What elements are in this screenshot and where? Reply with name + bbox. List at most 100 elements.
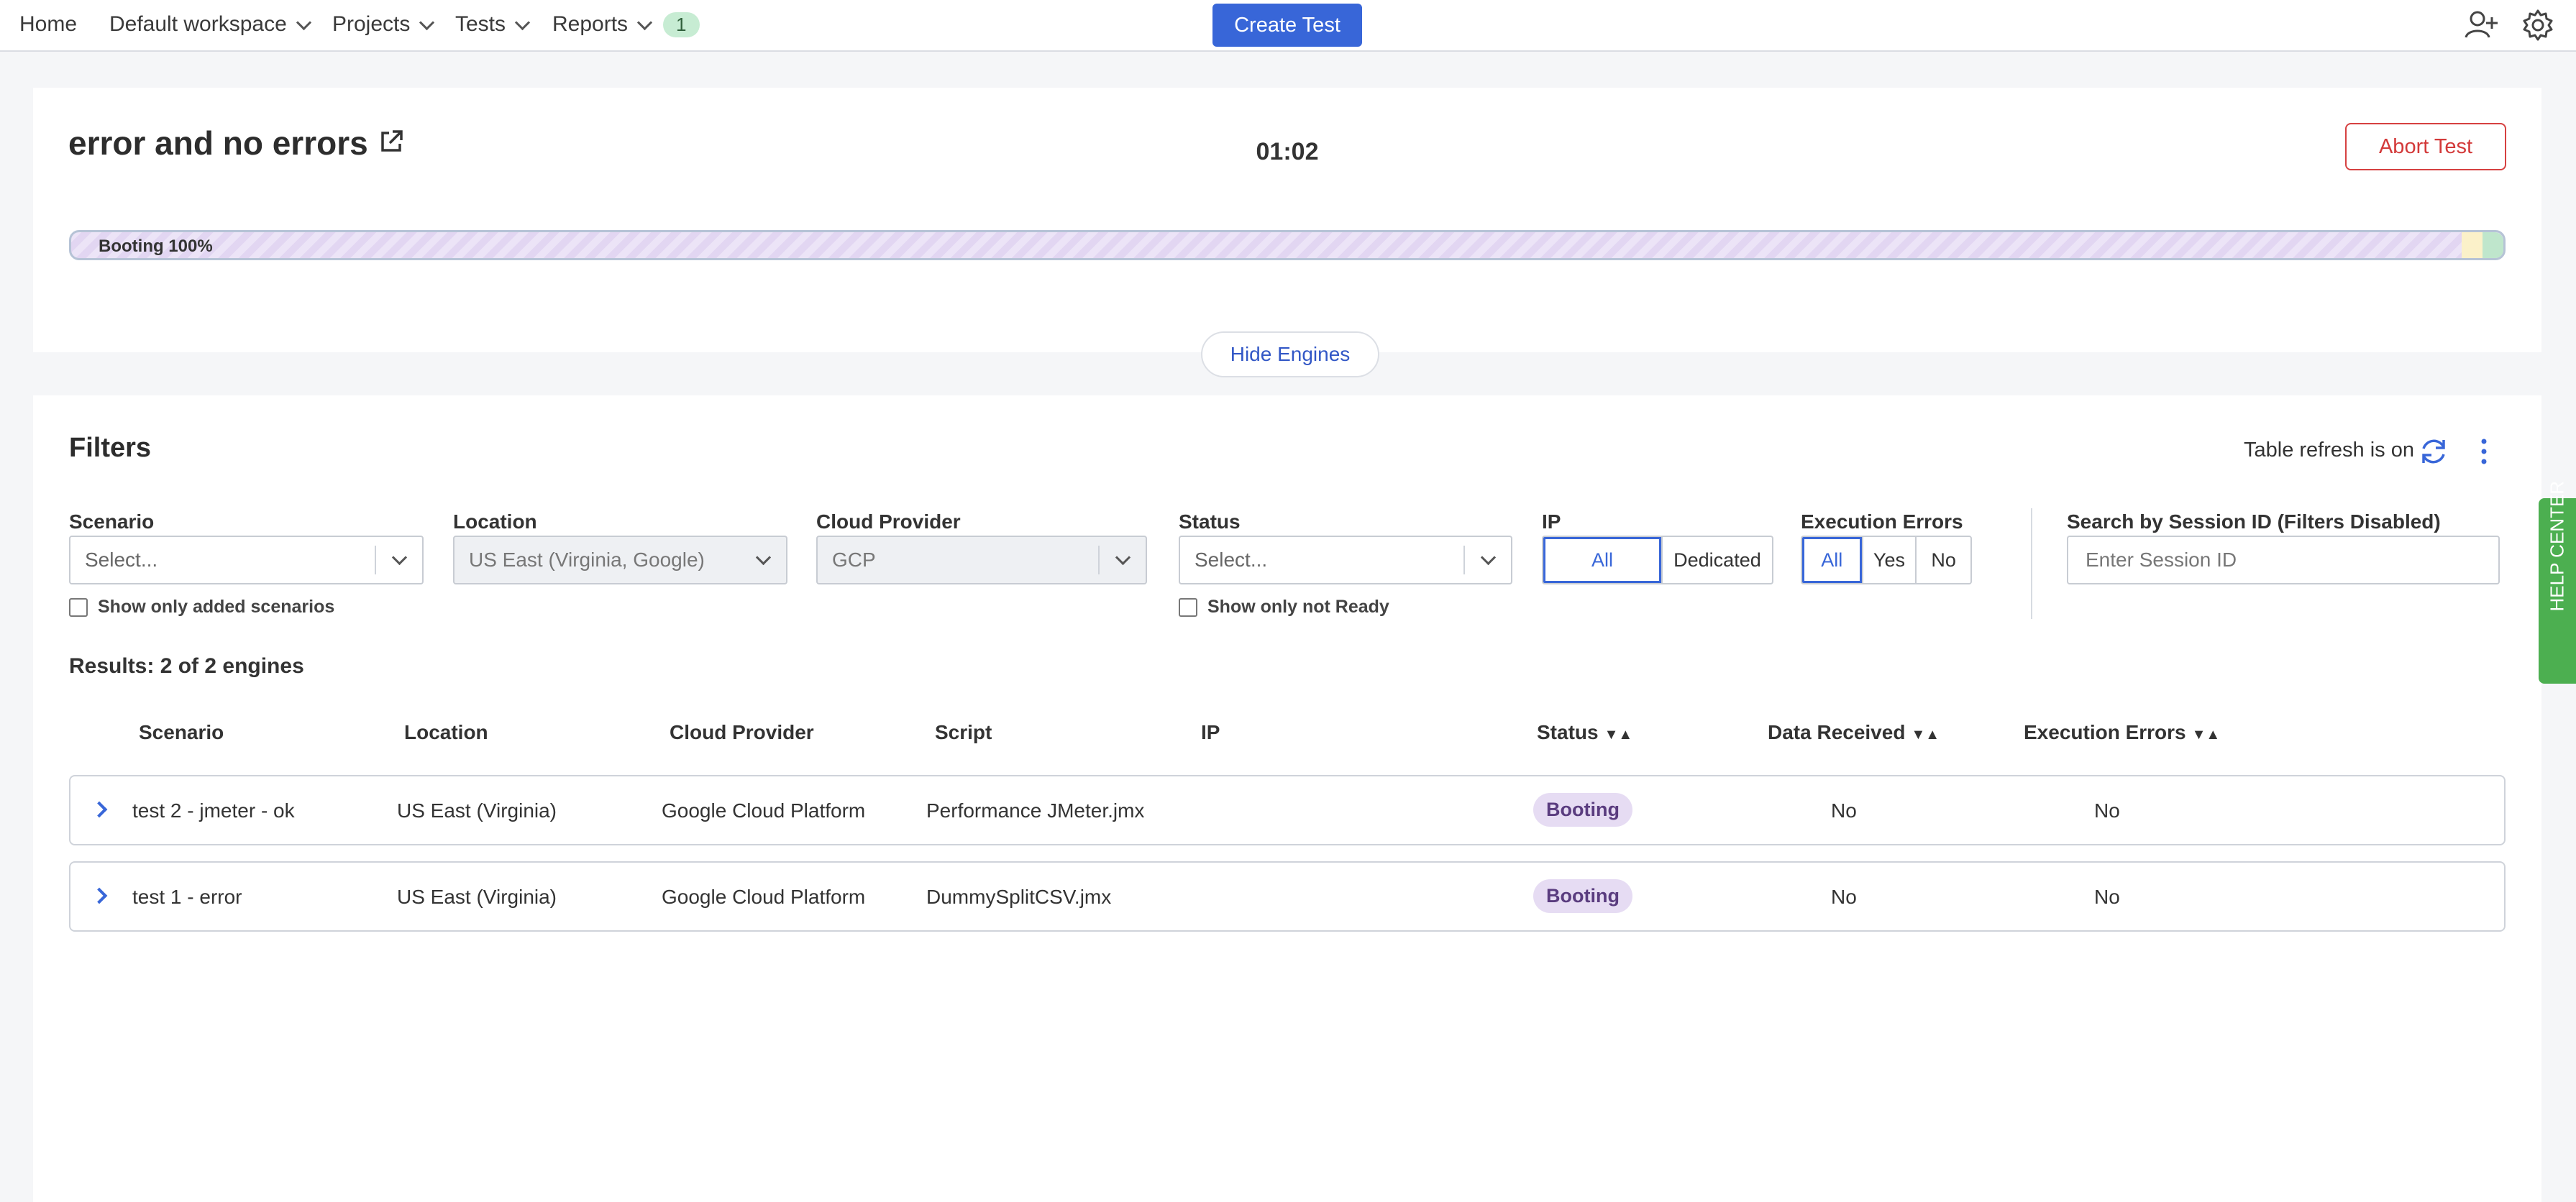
top-nav: Home Default workspace Projects Tests Re…: [0, 0, 2576, 52]
execution-errors-all-option[interactable]: All: [1802, 537, 1862, 583]
nav-reports[interactable]: Reports 1: [552, 0, 700, 49]
scenario-select[interactable]: Select...: [69, 536, 424, 584]
status-badge: Booting: [1533, 793, 1632, 827]
add-user-icon[interactable]: [2463, 7, 2499, 43]
location-select-value: US East (Virginia, Google): [469, 549, 705, 571]
execution-errors-yes-option[interactable]: Yes: [1861, 537, 1916, 583]
checkbox-label: Show only added scenarios: [98, 597, 335, 617]
nav-projects[interactable]: Projects: [332, 0, 435, 49]
sort-icon[interactable]: ▼▲: [2191, 727, 2221, 743]
session-search-label: Search by Session ID (Filters Disabled): [2067, 510, 2441, 533]
chevron-down-icon: [740, 549, 786, 565]
column-header-cloud-provider: Cloud Provider: [670, 721, 814, 743]
progress-end-segment: [2462, 232, 2503, 258]
test-summary-card: [33, 88, 2541, 352]
select-divider: [1098, 546, 1100, 574]
test-name: error and no errors: [68, 124, 368, 162]
sort-icon[interactable]: ▼▲: [1604, 727, 1633, 743]
cell-scenario: test 2 - jmeter - ok: [132, 799, 295, 822]
scenario-filter-label: Scenario: [69, 510, 155, 533]
cell-scenario: test 1 - error: [132, 886, 242, 908]
location-select[interactable]: US East (Virginia, Google): [453, 536, 787, 584]
nav-workspace[interactable]: Default workspace: [109, 0, 311, 49]
boot-progress-bar: Booting 100%: [69, 230, 2506, 260]
checkbox[interactable]: [1179, 597, 1197, 617]
nav-projects-label: Projects: [332, 12, 411, 36]
test-title: error and no errors: [68, 124, 404, 162]
cell-cloud-provider: Google Cloud Platform: [662, 799, 866, 822]
column-header-execution-errors[interactable]: Execution Errors ▼▲: [2024, 721, 2220, 744]
create-test-button[interactable]: Create Test: [1212, 4, 1362, 47]
cloud-provider-select-value: GCP: [832, 549, 876, 571]
table-row[interactable]: test 1 - error US East (Virginia) Google…: [69, 861, 2506, 932]
column-header-data-received-label: Data Received: [1768, 721, 1906, 743]
location-filter-label: Location: [453, 510, 537, 533]
status-select-value: Select...: [1195, 549, 1268, 571]
cell-data-received: No: [1831, 886, 1857, 908]
nav-workspace-label: Default workspace: [109, 12, 287, 36]
gear-icon[interactable]: [2520, 7, 2556, 43]
external-link-icon[interactable]: [378, 124, 404, 162]
filter-separator: [2031, 508, 2032, 619]
cloud-provider-filter-label: Cloud Provider: [816, 510, 961, 533]
column-header-script: Script: [935, 721, 992, 743]
more-options-icon[interactable]: [2477, 437, 2491, 466]
nav-home[interactable]: Home: [19, 0, 77, 49]
ip-dedicated-option[interactable]: Dedicated: [1661, 537, 1772, 583]
nav-tests[interactable]: Tests: [455, 0, 531, 49]
cloud-provider-select[interactable]: GCP: [816, 536, 1147, 584]
chevron-down-icon: [296, 14, 311, 30]
chevron-down-icon: [514, 14, 531, 30]
status-filter-label: Status: [1179, 510, 1241, 533]
ip-toggle-group: All Dedicated: [1542, 536, 1773, 584]
cell-location: US East (Virginia): [397, 886, 557, 908]
chevron-down-icon: [1465, 549, 1511, 565]
show-only-not-ready[interactable]: Show only not Ready: [1179, 597, 1389, 618]
checkbox[interactable]: [69, 597, 88, 617]
chevron-down-icon: [376, 549, 422, 565]
execution-errors-toggle-group: All Yes No: [1801, 536, 1972, 584]
expand-chevron-icon[interactable]: [91, 801, 108, 818]
filters-title: Filters: [69, 433, 152, 463]
column-header-ip: IP: [1201, 721, 1220, 743]
table-row[interactable]: test 2 - jmeter - ok US East (Virginia) …: [69, 775, 2506, 845]
column-header-data-received[interactable]: Data Received ▼▲: [1768, 721, 1940, 744]
cell-cloud-provider: Google Cloud Platform: [662, 886, 866, 908]
help-center-label[interactable]: HELP CENTER: [2547, 481, 2569, 612]
show-only-added-scenarios[interactable]: Show only added scenarios: [69, 597, 334, 618]
cell-data-received: No: [1831, 799, 1857, 822]
session-id-input[interactable]: Enter Session ID: [2067, 536, 2500, 584]
nav-tests-label: Tests: [455, 12, 506, 36]
status-select[interactable]: Select...: [1179, 536, 1512, 584]
test-timer: 01:02: [1256, 138, 1319, 165]
ip-all-option[interactable]: All: [1543, 537, 1661, 583]
chevron-down-icon: [636, 14, 653, 30]
status-badge: Booting: [1533, 879, 1632, 913]
execution-errors-filter-label: Execution Errors: [1801, 510, 1963, 533]
progress-label: Booting 100%: [99, 237, 213, 256]
select-divider: [375, 546, 376, 574]
table-refresh-status: Table refresh is on: [2244, 439, 2414, 462]
cell-script: DummySplitCSV.jmx: [926, 886, 1112, 908]
cell-execution-errors: No: [2094, 886, 2120, 908]
chevron-down-icon: [419, 14, 435, 30]
checkbox-label: Show only not Ready: [1207, 597, 1389, 617]
chevron-down-icon: [1100, 549, 1146, 565]
help-center-tab[interactable]: [2539, 498, 2576, 684]
execution-errors-no-option[interactable]: No: [1915, 537, 1970, 583]
column-header-status[interactable]: Status ▼▲: [1537, 721, 1632, 744]
refresh-icon[interactable]: [2418, 436, 2449, 467]
nav-reports-label: Reports: [552, 12, 629, 36]
expand-chevron-icon[interactable]: [91, 887, 108, 904]
nav-home-label: Home: [19, 12, 78, 36]
reports-count-badge: 1: [663, 12, 700, 37]
select-divider: [1463, 546, 1465, 574]
abort-test-button[interactable]: Abort Test: [2345, 123, 2506, 170]
results-summary: Results: 2 of 2 engines: [69, 654, 304, 678]
column-header-location: Location: [404, 721, 488, 743]
hide-engines-button[interactable]: Hide Engines: [1201, 331, 1379, 377]
cell-location: US East (Virginia): [397, 799, 557, 822]
scenario-select-value: Select...: [85, 549, 158, 571]
ip-filter-label: IP: [1542, 510, 1561, 533]
sort-icon[interactable]: ▼▲: [1911, 727, 1940, 743]
